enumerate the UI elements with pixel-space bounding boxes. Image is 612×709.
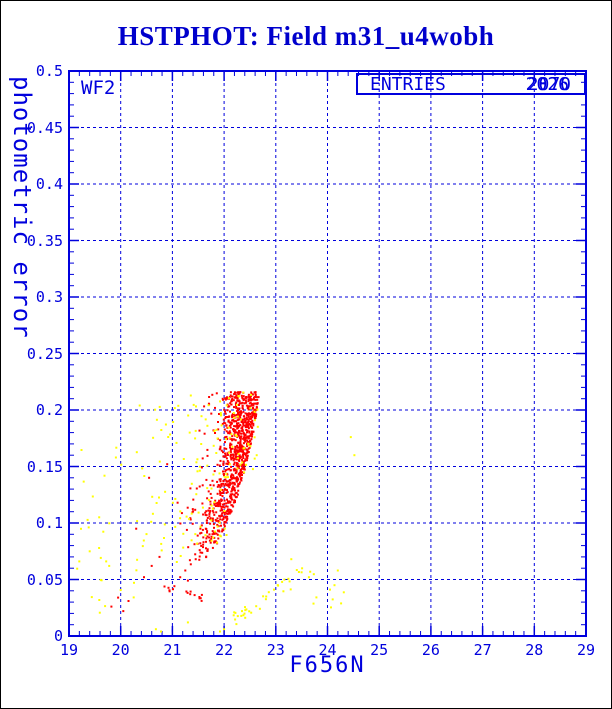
y-tick-label: 0.45 (26, 118, 63, 137)
x-tick-label: 29 (576, 641, 596, 659)
y-tick-label: 0 (53, 627, 63, 645)
x-tick-label: 27 (473, 641, 492, 659)
series-yellow-points (76, 391, 356, 633)
x-tick-label: 19 (59, 641, 79, 659)
series-red-points (110, 391, 260, 613)
entries-box: ENTRIES 2070 2026 (356, 73, 586, 95)
entries-label: ENTRIES (370, 74, 446, 95)
x-tick-label: 22 (215, 641, 234, 659)
y-axis-label: photometric error (8, 75, 36, 339)
y-tick-label: 0.25 (26, 344, 63, 363)
grid-lines (69, 71, 586, 636)
x-tick-label: 25 (370, 641, 389, 659)
y-tick-label: 0.5 (35, 62, 63, 80)
x-tick-label: 21 (163, 641, 182, 659)
x-tick-label: 23 (266, 641, 285, 659)
page-title: HSTPHOT: Field m31_u4wobh (117, 21, 495, 51)
y-tick-label: 0.1 (35, 514, 63, 532)
entries-value-1: 2070 (527, 74, 571, 95)
y-tick-label: 0.2 (35, 401, 63, 419)
y-tick-label: 0.05 (26, 570, 63, 589)
y-tick-label: 0.35 (26, 231, 63, 250)
y-tick-label: 0.3 (35, 288, 63, 306)
plot-border (68, 70, 587, 637)
entries-value-2: 2026 (525, 74, 569, 95)
chip-label: WF2 (81, 77, 116, 99)
x-tick-label: 28 (525, 641, 544, 659)
x-tick-label: 20 (111, 641, 130, 659)
y-tick-label: 0.15 (26, 457, 63, 476)
x-axis-label: F656N (289, 653, 366, 678)
x-tick-label: 26 (421, 641, 440, 659)
y-tick-label: 0.4 (35, 175, 63, 193)
x-tick-label: 24 (318, 641, 337, 659)
